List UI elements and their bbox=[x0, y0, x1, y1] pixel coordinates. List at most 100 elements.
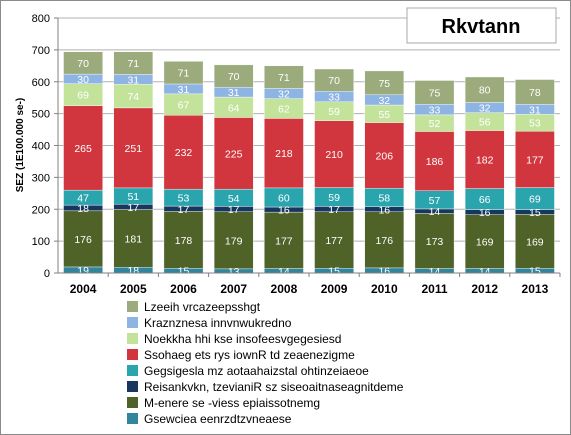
legend-swatch bbox=[127, 397, 138, 408]
data-label: 15 bbox=[178, 266, 190, 278]
data-label: 71 bbox=[178, 68, 190, 80]
bar-segment bbox=[264, 65, 304, 89]
legend-swatch bbox=[127, 301, 138, 312]
data-label: 58 bbox=[378, 192, 390, 204]
x-tick-label: 2007 bbox=[220, 282, 247, 296]
bar-segment bbox=[314, 211, 354, 269]
data-label: 17 bbox=[178, 204, 190, 216]
data-label: 70 bbox=[328, 75, 340, 87]
data-label: 33 bbox=[429, 105, 441, 117]
data-label: 62 bbox=[278, 104, 290, 116]
data-label: 16 bbox=[479, 207, 491, 219]
data-label: 14 bbox=[278, 266, 290, 278]
data-label: 31 bbox=[178, 84, 190, 96]
bar-stacks bbox=[63, 51, 555, 274]
data-label: 70 bbox=[77, 58, 89, 70]
data-label: 232 bbox=[175, 147, 193, 159]
data-label: 173 bbox=[426, 236, 444, 248]
bar-segment bbox=[414, 131, 455, 191]
legend-entry: Gsewciea eenrzdtzvneaese bbox=[144, 412, 292, 426]
data-label: 53 bbox=[529, 118, 541, 130]
legend-swatch bbox=[127, 333, 138, 344]
legend-entry: Lzeeih vrcazeepsshgt bbox=[144, 300, 261, 314]
data-label: 69 bbox=[529, 194, 541, 206]
data-label: 13 bbox=[228, 266, 240, 278]
data-label: 18 bbox=[127, 265, 139, 277]
legend-swatch bbox=[127, 413, 138, 424]
data-label: 32 bbox=[378, 95, 390, 107]
legend-entry: Gegsigesla mz aotaahaizstal ohtinzeiaeoe bbox=[144, 364, 369, 378]
legend-swatch bbox=[127, 317, 138, 328]
bar-segment bbox=[464, 130, 505, 189]
data-label: 210 bbox=[325, 149, 343, 161]
legend: Lzeeih vrcazeepsshgt Kraznznesa innvnwukr… bbox=[127, 300, 404, 426]
bar-segment bbox=[314, 120, 354, 188]
data-label: 69 bbox=[77, 90, 89, 102]
bar-segment bbox=[364, 122, 405, 189]
data-label: 14 bbox=[429, 266, 441, 278]
legend-entry: Reisankvkn, tzevianiR sz siseoaitnaseagn… bbox=[144, 380, 404, 394]
data-label: 54 bbox=[228, 193, 240, 205]
data-label: 186 bbox=[426, 156, 444, 168]
data-label: 30 bbox=[77, 74, 89, 86]
data-label: 31 bbox=[127, 74, 139, 86]
bar-segment bbox=[464, 214, 505, 269]
data-label: 169 bbox=[476, 237, 494, 249]
data-label: 218 bbox=[275, 148, 293, 160]
x-tick-label: 2004 bbox=[70, 282, 97, 296]
data-label: 74 bbox=[127, 91, 139, 103]
data-label: 75 bbox=[378, 78, 390, 90]
legend-entry: Kraznznesa innvnwukredno bbox=[144, 316, 292, 330]
x-tick-label: 2005 bbox=[120, 282, 147, 296]
data-label: 14 bbox=[479, 266, 491, 278]
data-label: 59 bbox=[328, 106, 340, 118]
data-label: 71 bbox=[127, 58, 139, 70]
bar-segment bbox=[264, 211, 304, 269]
data-label: 57 bbox=[429, 195, 441, 207]
bar-segment bbox=[113, 107, 154, 189]
bar-segment bbox=[364, 211, 405, 269]
data-label: 16 bbox=[378, 204, 390, 216]
data-label: 206 bbox=[376, 150, 394, 162]
data-label: 51 bbox=[127, 191, 139, 203]
x-tick-label: 2011 bbox=[421, 282, 447, 296]
data-label: 59 bbox=[328, 192, 340, 204]
y-tick-label: 300 bbox=[32, 172, 50, 184]
data-label: 177 bbox=[275, 235, 293, 247]
data-label: 15 bbox=[529, 207, 541, 219]
data-label: 32 bbox=[278, 89, 290, 101]
data-label: 14 bbox=[429, 206, 441, 218]
data-label: 75 bbox=[429, 87, 441, 99]
data-label: 56 bbox=[479, 117, 491, 129]
bar-segment bbox=[113, 209, 154, 268]
data-label: 70 bbox=[228, 71, 240, 83]
data-label: 177 bbox=[526, 154, 544, 166]
title-box bbox=[406, 7, 557, 44]
bar-segment bbox=[515, 79, 555, 105]
bar-segment bbox=[63, 105, 103, 191]
bar-segment bbox=[163, 115, 204, 190]
data-label: 18 bbox=[77, 203, 89, 215]
data-label: 67 bbox=[178, 100, 190, 112]
y-tick-label: 800 bbox=[32, 13, 50, 25]
data-label: 177 bbox=[325, 235, 343, 247]
y-tick-label: 400 bbox=[32, 141, 50, 153]
x-tick-label: 2010 bbox=[371, 282, 398, 296]
y-tick-label: 100 bbox=[32, 236, 50, 248]
data-label: 52 bbox=[429, 118, 441, 130]
data-label: 17 bbox=[127, 202, 139, 214]
x-tick-label: 2012 bbox=[471, 282, 498, 296]
x-tick-label: 2008 bbox=[271, 282, 298, 296]
segment-labels: 1917618472656930701818117512517431711517… bbox=[74, 58, 543, 278]
legend-entry: Noekkha hhi kse insofeesvgegesiesd bbox=[144, 332, 341, 346]
data-label: 176 bbox=[74, 234, 92, 246]
data-label: 179 bbox=[225, 235, 243, 247]
y-tick-label: 500 bbox=[32, 109, 50, 121]
data-label: 80 bbox=[479, 85, 491, 97]
data-label: 181 bbox=[125, 233, 143, 245]
bar-segment bbox=[464, 76, 505, 103]
bar-segment bbox=[213, 117, 254, 190]
data-label: 78 bbox=[529, 87, 541, 99]
data-label: 32 bbox=[479, 103, 491, 115]
